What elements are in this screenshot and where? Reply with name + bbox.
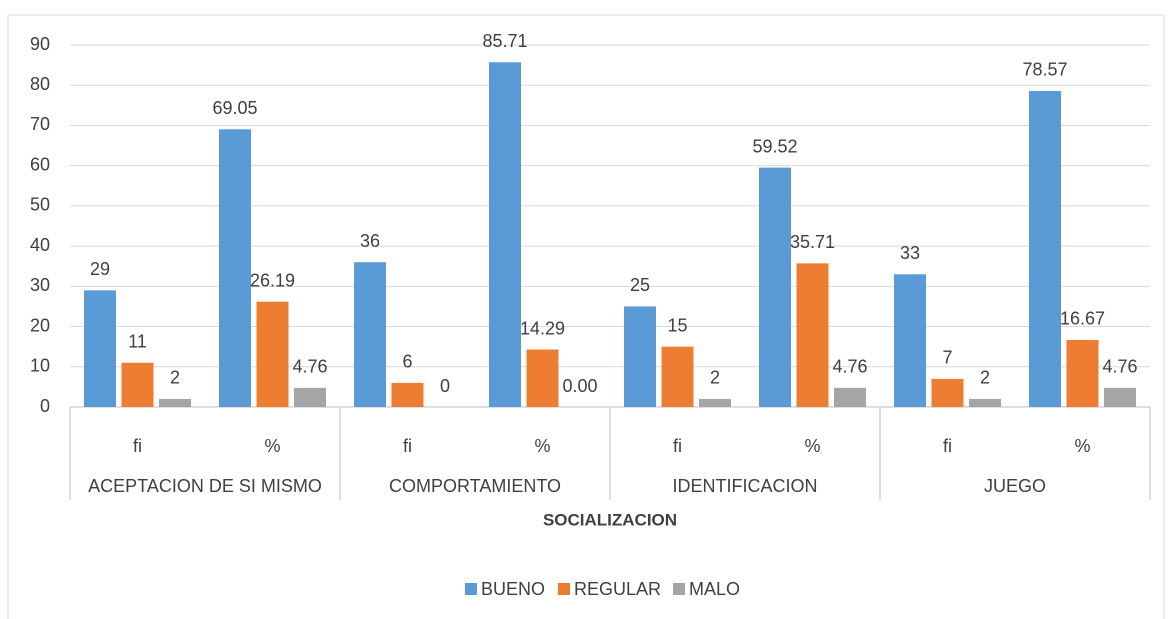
- bar: [699, 398, 731, 407]
- bar: [759, 167, 791, 407]
- y-tick-label: 80: [30, 74, 50, 94]
- x-tick-label: fi: [133, 436, 142, 456]
- value-label: 11: [128, 332, 147, 352]
- value-label: 36: [360, 231, 380, 251]
- legend-label: BUENO: [481, 579, 545, 599]
- chart-border: [7, 14, 1165, 619]
- bar: [661, 346, 694, 407]
- bar: [84, 290, 116, 407]
- value-label: 2: [710, 368, 720, 388]
- bar: [969, 398, 1001, 407]
- bar: [1066, 339, 1099, 407]
- value-label: 16.67: [1060, 309, 1105, 329]
- x-tick-label: fi: [943, 436, 952, 456]
- group-label: JUEGO: [984, 476, 1046, 496]
- value-label: 4.76: [832, 357, 867, 377]
- y-tick-label: 20: [30, 315, 50, 335]
- value-label: 4.76: [1102, 357, 1137, 377]
- x-tick-label: fi: [403, 436, 412, 456]
- value-label: 2: [170, 368, 180, 388]
- y-tick-label: 10: [30, 356, 50, 376]
- x-tick-label: %: [1074, 436, 1090, 456]
- x-tick-label: %: [534, 436, 550, 456]
- legend-swatch: [465, 583, 477, 595]
- y-tick-label: 50: [30, 195, 50, 215]
- x-axis-title: SOCIALIZACION: [543, 510, 677, 529]
- x-tick-label: fi: [673, 436, 682, 456]
- bar: [489, 62, 521, 407]
- bar: [219, 129, 251, 407]
- value-label: 15: [667, 315, 687, 335]
- value-label: 0: [440, 376, 450, 396]
- value-label: 14.29: [520, 318, 565, 338]
- y-tick-label: 0: [40, 396, 50, 416]
- legend-swatch: [673, 583, 685, 595]
- bar: [1029, 90, 1061, 407]
- legend-label: MALO: [689, 579, 740, 599]
- value-label: 59.52: [752, 136, 797, 156]
- group-label: ACEPTACION DE SI MISMO: [88, 476, 322, 496]
- value-label: 85.71: [482, 31, 527, 51]
- bar: [834, 387, 866, 407]
- x-tick-label: %: [264, 436, 280, 456]
- y-tick-label: 70: [30, 114, 50, 134]
- value-label: 7: [942, 348, 952, 368]
- value-label: 2: [980, 368, 990, 388]
- bar: [354, 262, 386, 407]
- bar: [931, 378, 964, 407]
- bar: [159, 398, 191, 407]
- bar: [796, 263, 829, 407]
- y-tick-label: 30: [30, 275, 50, 295]
- value-label: 6: [402, 352, 412, 372]
- bar: [256, 301, 289, 407]
- y-tick-label: 90: [30, 34, 50, 54]
- bar: [624, 306, 656, 407]
- value-label: 0.00: [562, 376, 597, 396]
- bar: [1104, 387, 1136, 407]
- legend-label: REGULAR: [574, 579, 661, 599]
- value-label: 78.57: [1022, 60, 1067, 80]
- value-label: 69.05: [212, 98, 257, 118]
- bar: [526, 349, 559, 407]
- group-label: IDENTIFICACION: [672, 476, 817, 496]
- y-tick-label: 60: [30, 154, 50, 174]
- value-label: 25: [630, 275, 650, 295]
- bar: [121, 362, 154, 407]
- bar: [294, 387, 326, 407]
- bar: [894, 274, 926, 407]
- group-label: COMPORTAMIENTO: [389, 476, 561, 496]
- value-label: 26.19: [250, 270, 295, 290]
- value-label: 29: [90, 259, 110, 279]
- legend-swatch: [558, 583, 570, 595]
- value-label: 4.76: [292, 357, 327, 377]
- x-tick-label: %: [804, 436, 820, 456]
- value-label: 33: [900, 243, 920, 263]
- value-label: 35.71: [790, 232, 835, 252]
- y-tick-label: 40: [30, 235, 50, 255]
- bar: [391, 382, 424, 407]
